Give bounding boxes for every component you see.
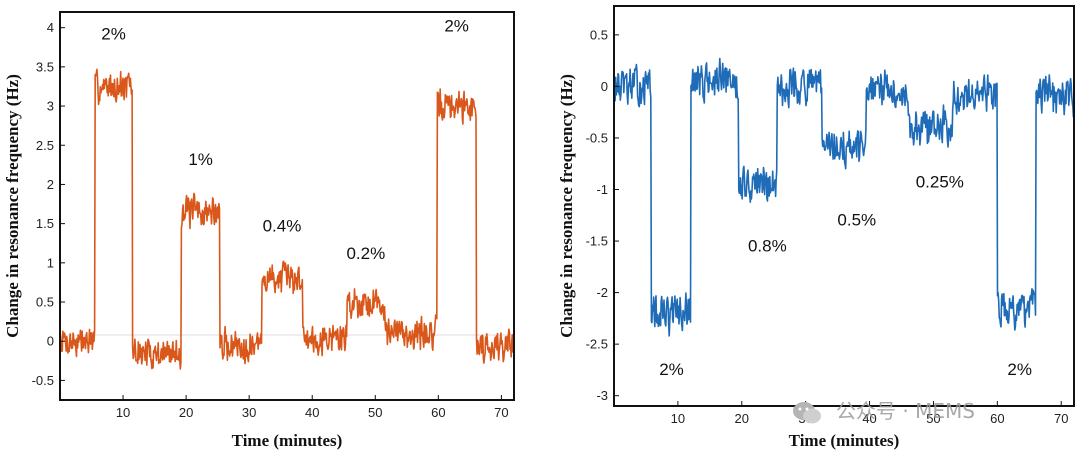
left-x-axis: 10 20 30 40 50 60 70 bbox=[116, 395, 509, 420]
left-y-tick-label: -0.5 bbox=[32, 373, 54, 388]
left-x-tick-label: 70 bbox=[494, 405, 508, 420]
left-y-axis: -0.5 0 0.5 1 1.5 2 2.5 3 3.5 4 bbox=[32, 20, 65, 388]
right-y-tick-label: 0 bbox=[601, 79, 608, 94]
left-series-line bbox=[59, 68, 515, 370]
left-x-tick-label: 50 bbox=[368, 405, 382, 420]
left-x-tick-label: 40 bbox=[305, 405, 319, 420]
right-x-tick-label: 40 bbox=[862, 411, 876, 426]
watermark-text: 公众号 · MEMS bbox=[836, 399, 975, 423]
left-x-tick-label: 20 bbox=[179, 405, 193, 420]
left-concentration-label: 2% bbox=[444, 17, 469, 36]
wechat-icon bbox=[793, 402, 821, 424]
left-x-tick-label: 30 bbox=[242, 405, 256, 420]
left-y-tick-label: 3 bbox=[47, 99, 54, 114]
left-y-axis-label: Change in resonance frequency (Hz) bbox=[3, 74, 22, 338]
right-annotations: 2% 0.8% 0.5% 0.25% 2% bbox=[659, 172, 1032, 379]
right-concentration-label: 2% bbox=[659, 360, 684, 379]
right-x-tick-label: 50 bbox=[926, 411, 940, 426]
left-y-tick-label: 1.5 bbox=[36, 216, 54, 231]
left-annotations: 2% 1% 0.4% 0.2% 2% bbox=[101, 17, 469, 263]
right-x-tick-label: 20 bbox=[735, 411, 749, 426]
left-x-tick-label: 10 bbox=[116, 405, 130, 420]
right-x-tick-label: 70 bbox=[1054, 411, 1068, 426]
right-y-tick-label: -2 bbox=[596, 285, 608, 300]
left-concentration-label: 1% bbox=[188, 150, 213, 169]
left-concentration-label: 2% bbox=[101, 24, 126, 43]
left-y-tick-label: 2 bbox=[47, 177, 54, 192]
right-y-tick-label: -1 bbox=[596, 182, 608, 197]
right-series-line bbox=[613, 57, 1075, 337]
right-x-tick-label: 10 bbox=[671, 411, 685, 426]
left-x-axis-label: Time (minutes) bbox=[232, 431, 343, 450]
right-y-tick-label: -0.5 bbox=[586, 130, 608, 145]
right-concentration-label: 2% bbox=[1007, 360, 1032, 379]
right-y-tick-label: -2.5 bbox=[586, 337, 608, 352]
left-y-tick-label: 3.5 bbox=[36, 59, 54, 74]
left-y-tick-label: 0.5 bbox=[36, 295, 54, 310]
left-concentration-label: 0.4% bbox=[263, 216, 302, 235]
left-y-tick-label: 1 bbox=[47, 255, 54, 270]
right-x-tick-label: 60 bbox=[990, 411, 1004, 426]
right-y-tick-label: -1.5 bbox=[586, 234, 608, 249]
left-y-tick-label: 0 bbox=[47, 334, 54, 349]
right-concentration-label: 0.5% bbox=[837, 211, 876, 230]
left-x-tick-label: 60 bbox=[431, 405, 445, 420]
left-y-tick-label: 4 bbox=[47, 20, 54, 35]
left-chart: 10 20 30 40 50 60 70 -0.5 0 0.5 1 1.5 2 2.5 3 3.5 4 2% 1… bbox=[3, 11, 515, 450]
right-y-tick-label: -3 bbox=[596, 388, 608, 403]
right-y-axis: -3 -2.5 -2 -1.5 -1 -0.5 0 0.5 bbox=[586, 27, 619, 403]
left-plot-frame bbox=[59, 11, 515, 401]
right-y-tick-label: 0.5 bbox=[590, 27, 608, 42]
left-y-tick-label: 2.5 bbox=[36, 138, 54, 153]
right-concentration-label: 0.8% bbox=[748, 236, 787, 255]
right-x-axis-label: Time (minutes) bbox=[789, 431, 900, 450]
left-concentration-label: 0.2% bbox=[346, 244, 385, 263]
right-plot-frame bbox=[613, 5, 1075, 407]
watermark: 公众号 · MEMS bbox=[793, 399, 975, 424]
right-y-axis-label: Change in resonance frequency (Hz) bbox=[557, 74, 576, 338]
right-concentration-label: 0.25% bbox=[916, 172, 964, 191]
